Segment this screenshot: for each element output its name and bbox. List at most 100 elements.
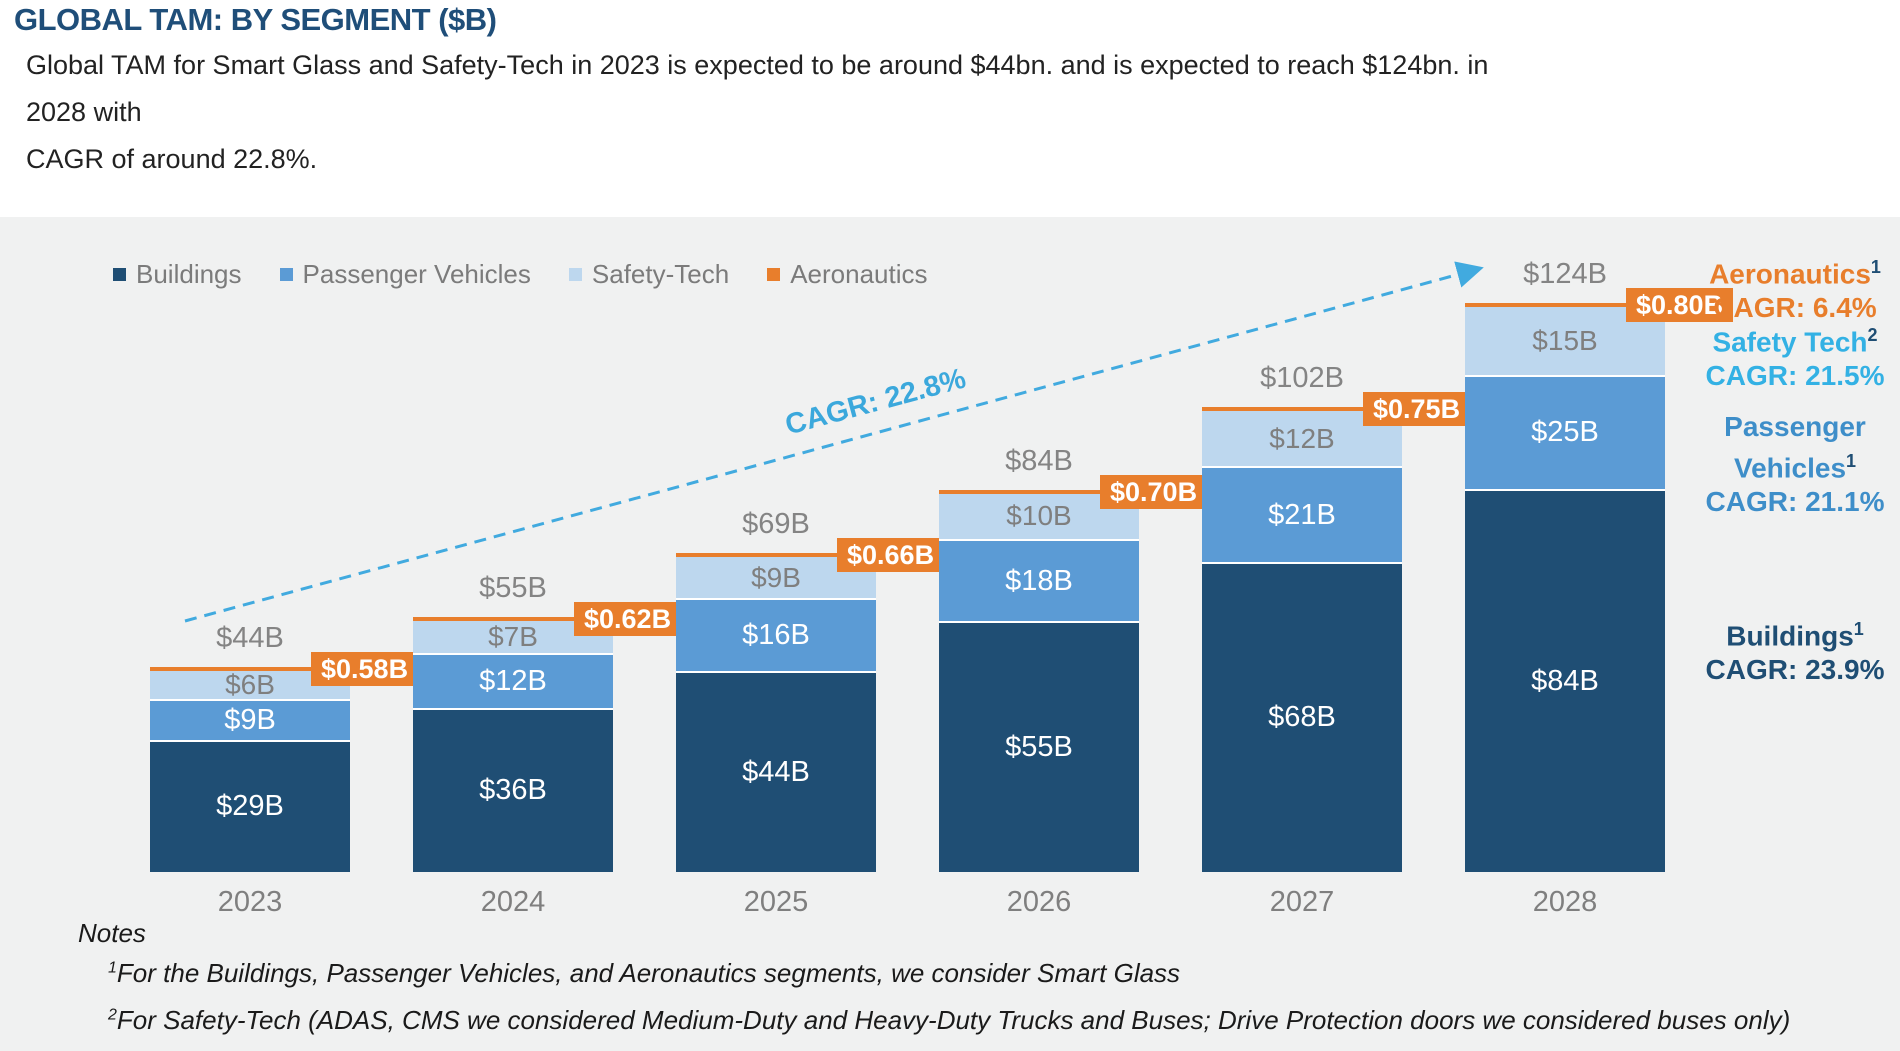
subtitle-line-2: CAGR of around 22.8%. [26, 144, 318, 174]
note-2-superscript: 2 [108, 1006, 117, 1024]
annotation-line: CAGR: 6.4% [1640, 291, 1900, 325]
annotation-block-2: Passenger Vehicles1 CAGR: 21.1% [1640, 410, 1900, 519]
segment-passenger-vehicles-2028: $25B [1465, 374, 1665, 489]
total-label-2024: $55B [479, 572, 547, 605]
segment-aeronautics-2027 [1202, 407, 1402, 412]
year-label-2023: 2023 [217, 886, 283, 918]
segment-passenger-vehicles-2026: $18B [939, 539, 1139, 622]
segment-passenger-vehicles-2025: $16B [676, 598, 876, 672]
annotation-superscript: 1 [1870, 257, 1881, 277]
annotation-text: Safety Tech [1712, 326, 1868, 358]
annotation-text: CAGR: 23.9% [1705, 654, 1885, 686]
annotation-text: CAGR: 21.1% [1705, 486, 1885, 518]
segment-value-label: $55B [1005, 731, 1073, 764]
aeronautics-callout-2028: $0.80B [1626, 287, 1734, 322]
annotation-superscript: 2 [1867, 325, 1878, 345]
segment-value-label: $9B [224, 703, 276, 736]
segment-aeronautics-2026 [939, 489, 1139, 494]
note-1-text: For the Buildings, Passenger Vehicles, a… [116, 958, 1181, 988]
total-label-2028: $124B [1523, 257, 1607, 290]
bar-2024: $7B $12B $36B [413, 617, 613, 872]
segment-value-label: $25B [1531, 416, 1599, 449]
notes-heading: Notes [78, 918, 146, 948]
aeronautics-callout-2023: $0.58B [311, 652, 419, 687]
legend-marker-icon [279, 268, 293, 281]
bar-2028: $15B $25B $84B [1465, 302, 1665, 872]
legend-item-label: Aeronautics [790, 259, 928, 289]
legend-item-buildings: Buildings [113, 259, 242, 290]
segment-value-label: $16B [742, 619, 810, 652]
legend-item-safety-tech: Safety-Tech [568, 259, 730, 290]
segment-passenger-vehicles-2027: $21B [1202, 466, 1402, 562]
segment-aeronautics-2024 [413, 617, 613, 622]
segment-buildings-2027: $68B [1202, 561, 1402, 872]
annotation-block-3: Buildings1 CAGR: 23.9% [1640, 612, 1900, 687]
segment-buildings-2025: $44B [676, 671, 876, 872]
legend-marker-icon [767, 268, 781, 281]
annotation-line: Aeronautics1 [1640, 250, 1900, 291]
note-1-superscript: 1 [108, 959, 117, 977]
legend-item-aeronautics: Aeronautics [767, 259, 928, 290]
annotation-text: Vehicles [1733, 452, 1847, 484]
annotation-line: Buildings1 [1640, 612, 1900, 653]
segment-safety-tech-2027: $12B [1202, 411, 1402, 467]
note-2-text: For Safety-Tech (ADAS, CMS we considered… [116, 1005, 1791, 1035]
total-label-2026: $84B [1005, 444, 1073, 477]
segment-value-label: $6B [225, 671, 275, 699]
segment-value-label: $10B [1006, 500, 1072, 532]
annotation-text: Buildings [1726, 620, 1854, 652]
bar-2023: $6B $9B $29B [150, 667, 350, 872]
segment-value-label: $18B [1005, 564, 1073, 597]
year-label-2027: 2027 [1269, 886, 1335, 918]
segment-value-label: $29B [216, 790, 284, 823]
segment-value-label: $21B [1268, 498, 1336, 531]
legend-marker-icon [568, 268, 582, 281]
segment-buildings-2026: $55B [939, 621, 1139, 872]
bar-2026: $10B $18B $55B [939, 489, 1139, 872]
segment-value-label: $12B [1269, 422, 1335, 454]
segment-value-label: $84B [1531, 664, 1599, 697]
legend-item-label: Buildings [136, 259, 242, 289]
year-label-2026: 2026 [1006, 886, 1072, 918]
segment-value-label: $7B [488, 621, 538, 653]
total-label-2023: $44B [216, 622, 284, 655]
legend-item-label: Safety-Tech [591, 259, 730, 289]
annotation-block-0: Aeronautics1 CAGR: 6.4% [1640, 250, 1900, 325]
annotation-superscript: 1 [1846, 451, 1857, 471]
aeronautics-callout-2026: $0.70B [1100, 474, 1208, 509]
legend-marker-icon [113, 268, 126, 281]
annotation-line: CAGR: 21.1% [1640, 485, 1900, 519]
annotation-line: Vehicles1 [1640, 444, 1900, 485]
annotation-superscript: 1 [1853, 619, 1864, 639]
segment-buildings-2024: $36B [413, 707, 613, 872]
aeronautics-callout-2025: $0.66B [837, 538, 945, 573]
note-line-2: 2For Safety-Tech (ADAS, CMS we considere… [108, 1005, 1790, 1036]
annotation-line: CAGR: 21.5% [1640, 359, 1900, 393]
page-subtitle: Global TAM for Smart Glass and Safety-Te… [26, 42, 1526, 183]
aeronautics-callout-2024: $0.62B [574, 602, 682, 637]
annotation-text: Aeronautics [1709, 258, 1871, 290]
total-label-2027: $102B [1260, 362, 1344, 395]
year-label-2024: 2024 [480, 886, 546, 918]
page-title: GLOBAL TAM: BY SEGMENT ($B) [14, 2, 497, 37]
annotation-block-1: Safety Tech2 CAGR: 21.5% [1640, 318, 1900, 393]
bar-2025: $9B $16B $44B [676, 553, 876, 872]
segment-aeronautics-2028 [1465, 302, 1665, 307]
segment-value-label: $36B [479, 774, 547, 807]
annotation-line: Safety Tech2 [1640, 318, 1900, 359]
note-line-1: 1For the Buildings, Passenger Vehicles, … [108, 958, 1180, 989]
segment-passenger-vehicles-2024: $12B [413, 653, 613, 708]
segment-buildings-2028: $84B [1465, 488, 1665, 872]
chart-legend: Buildings Passenger Vehicles Safety-Tech Ae… [113, 259, 928, 290]
segment-value-label: $12B [479, 664, 547, 697]
segment-passenger-vehicles-2023: $9B [150, 698, 350, 740]
bar-2027: $12B $21B $68B [1202, 407, 1402, 872]
annotation-text: CAGR: 21.5% [1705, 360, 1885, 392]
legend-item-passenger-vehicles: Passenger Vehicles [279, 259, 531, 290]
segment-buildings-2023: $29B [150, 739, 350, 872]
segment-aeronautics-2023 [150, 667, 350, 672]
total-label-2025: $69B [742, 508, 810, 541]
segment-value-label: $9B [751, 561, 801, 593]
year-label-2025: 2025 [743, 886, 809, 918]
